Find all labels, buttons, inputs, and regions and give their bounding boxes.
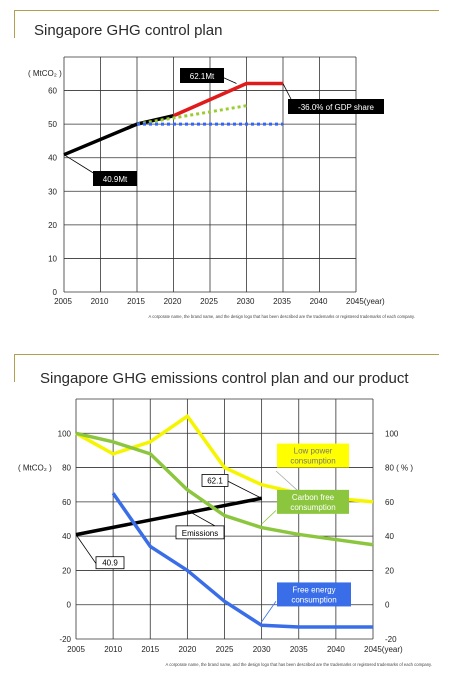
panel-frame-left	[14, 354, 15, 382]
x-tick-label: 2025	[216, 645, 234, 654]
series-label-box	[277, 443, 349, 468]
y-tick-label: 80	[62, 464, 71, 473]
callout-leader	[227, 480, 262, 499]
right-tick-label: 100	[385, 429, 399, 438]
panel-frame-top	[14, 354, 439, 355]
x-tick-label: 2025	[200, 297, 218, 306]
callout-label: 62.1Mt	[190, 72, 215, 81]
y-tick-label: 20	[62, 566, 71, 575]
y-tick-label: 40	[48, 154, 57, 163]
x-tick-label: 2035	[290, 645, 308, 654]
callout-label: -36.0% of GDP share	[298, 103, 374, 112]
y-axis-unit: ( MtCO₂ )	[28, 69, 62, 78]
series-label: consumption	[290, 503, 335, 512]
series-label: consumption	[291, 595, 336, 604]
x-tick-label: 2015	[127, 297, 145, 306]
chart-title: Singapore GHG emissions control plan and…	[40, 370, 409, 387]
panel-frame-top	[14, 10, 439, 11]
y-tick-label: 20	[48, 221, 57, 230]
callout-label: 62.1	[207, 476, 223, 485]
callout-box	[288, 99, 384, 114]
series-label: Free energy	[292, 585, 335, 594]
x-tick-label: 2040	[327, 645, 345, 654]
y-tick-label: 40	[62, 532, 71, 541]
series-label: consumption	[290, 457, 335, 466]
series-line	[75, 431, 374, 547]
x-tick-label: 2010	[91, 297, 109, 306]
callout-leader	[221, 76, 237, 84]
series-line	[136, 104, 247, 126]
right-tick-label: -20	[385, 635, 397, 644]
callout-box	[201, 474, 229, 487]
series-line	[111, 492, 373, 629]
callout-leader	[63, 154, 96, 175]
right-axis-unit: 80 ( % )	[385, 464, 413, 473]
y-tick-label: 100	[58, 429, 72, 438]
x-tick-label: 2005	[54, 297, 72, 306]
label-leader	[261, 510, 277, 525]
x-tick-label: 2040	[310, 297, 328, 306]
panel-frame-left	[14, 10, 15, 38]
footnote: A corporate name, the brand name, and th…	[149, 314, 416, 319]
y-tick-label: 0	[67, 601, 72, 610]
chart-panel-1: Singapore GHG control plan ( MtCO₂ ) 0 10 2…	[0, 0, 455, 330]
series-label: Low power	[294, 447, 333, 456]
series-label: Emissions	[182, 529, 218, 538]
series-label: Carbon free	[292, 493, 335, 502]
y-tick-label: 60	[62, 498, 71, 507]
x-tick-label: 2010	[104, 645, 122, 654]
y-tick-label: 0	[53, 288, 58, 297]
callout-box	[180, 68, 224, 83]
right-tick-label: 20	[385, 566, 394, 575]
x-tick-label: 2020	[178, 645, 196, 654]
x-tick-label: 2035	[273, 297, 291, 306]
callout-box	[95, 556, 125, 570]
y-tick-label: 60	[48, 87, 57, 96]
series-label-box	[175, 525, 225, 540]
series-label-box	[277, 489, 349, 514]
x-tick-label: 2030	[253, 645, 271, 654]
right-tick-label: 0	[385, 601, 390, 610]
callout-label: 40.9	[102, 559, 118, 568]
chart-title: Singapore GHG control plan	[34, 22, 223, 39]
right-tick-label: 60	[385, 498, 394, 507]
y-tick-label: 50	[48, 120, 57, 129]
series-line	[172, 81, 283, 118]
label-leader	[261, 601, 277, 623]
x-tick-label: 2045(year)	[364, 645, 403, 654]
y-tick-label: 10	[48, 254, 57, 263]
x-tick-label: 2030	[237, 297, 255, 306]
series-line	[75, 496, 262, 537]
ghg-emissions-product-chart: ( MtCO₂ )-20020406080100-20020406010080 …	[18, 398, 433, 667]
y-axis-unit: ( MtCO₂ )	[18, 464, 52, 473]
y-tick-label: 30	[48, 187, 57, 196]
callout-label: 40.9Mt	[103, 175, 128, 184]
chart-panel-2: Singapore GHG emissions control plan and…	[0, 340, 455, 684]
x-tick-label: 2005	[67, 645, 85, 654]
x-tick-label: 2020	[164, 297, 182, 306]
x-tick-label: 2015	[141, 645, 159, 654]
callout-leader	[75, 534, 97, 564]
callout-box	[93, 171, 137, 186]
footnote: A corporate name, the brand name, and th…	[166, 662, 433, 667]
series-label-box	[277, 582, 351, 607]
label-leader	[275, 470, 300, 492]
callout-leader	[282, 83, 293, 102]
right-tick-label: 40	[385, 532, 394, 541]
y-tick-label: -20	[59, 635, 71, 644]
x-tick-label: 2045(year)	[346, 297, 385, 306]
